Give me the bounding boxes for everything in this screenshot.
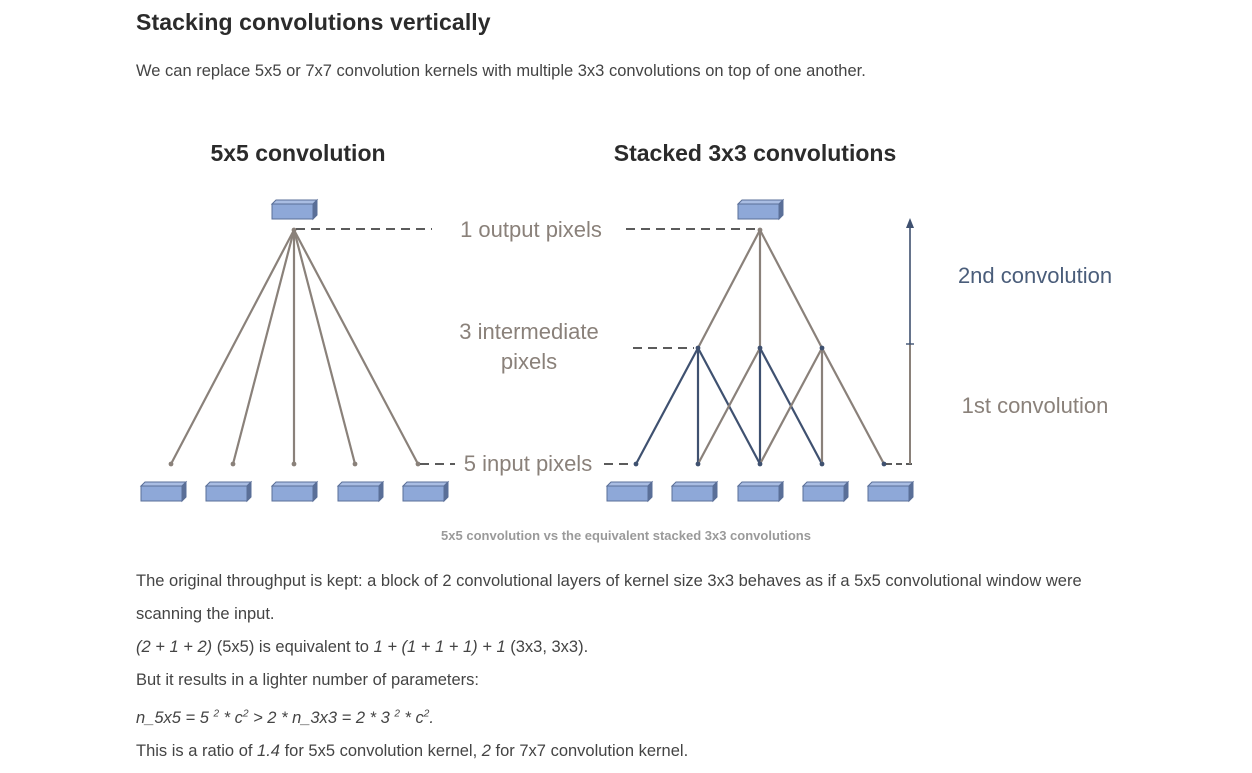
formula-exponent: 2	[213, 708, 220, 719]
formula-part: .	[429, 708, 434, 727]
input-node-dot	[352, 461, 358, 467]
input-node-dot	[415, 461, 421, 467]
input-node-dot	[757, 461, 763, 467]
intermediate-pixels-label-line1: 3 intermediate	[459, 319, 598, 344]
input-pixel-left	[204, 480, 253, 503]
paragraph-ratio: This is a ratio of 1.4 for 5x5 convoluti…	[136, 735, 1116, 768]
ratio-text-c: for 7x7 convolution kernel.	[490, 741, 689, 760]
intermediate-node-dot	[695, 345, 701, 351]
equivalence-text-a: (5x5) is equivalent to	[212, 638, 374, 656]
ratio-value-5x5: 1.4	[257, 741, 280, 760]
kernel-connection-line	[231, 229, 296, 465]
parameter-formula: n_5x5 = 5 2 * c2 > 2 * n_3x3 = 2 * 3 2 *…	[136, 697, 1116, 735]
formula-part: * c	[399, 708, 424, 727]
formula-part: > 2 * n_3x3 = 2 * 3	[248, 708, 395, 727]
input-pixel-left	[336, 480, 385, 503]
paragraph-throughput: The original throughput is kept: a block…	[136, 572, 1082, 623]
intro-paragraph: We can replace 5x5 or 7x7 convolution ke…	[136, 62, 866, 80]
section-title: Stacking convolutions vertically	[136, 9, 491, 35]
input-node-dot	[168, 461, 174, 467]
ratio-text-b: for 5x5 convolution kernel,	[279, 741, 482, 760]
output-pixel-right	[736, 198, 785, 221]
input-pixel-left	[270, 480, 319, 503]
convolution-diagram: 5x5 convolution Stacked 3x3 convolutions…	[139, 140, 1112, 503]
output-node-dot	[291, 227, 297, 233]
output-node-dot	[757, 227, 763, 233]
intermediate-node-dot	[757, 345, 763, 351]
output-pixels-label: 1 output pixels	[460, 217, 602, 242]
input-node-dot	[633, 461, 639, 467]
first-convolution-label: 1st convolution	[962, 393, 1109, 418]
formula-exponent: 2	[394, 708, 400, 719]
intermediate-node-dot	[819, 345, 825, 351]
formula-exponent: 2	[242, 708, 249, 719]
input-pixel-left	[401, 480, 450, 503]
input-pixel-left	[139, 480, 188, 503]
intermediate-pixels-label-line2: pixels	[501, 349, 557, 374]
second-conv-line	[759, 229, 823, 349]
ratio-value-7x7: 2	[481, 741, 491, 760]
equivalence-text-b: (3x3, 3x3).	[505, 638, 589, 656]
formula-part: n_5x5 = 5	[136, 708, 214, 727]
second-convolution-label: 2nd convolution	[958, 263, 1112, 288]
input-pixel-right	[801, 480, 850, 503]
paragraph-parameters: But it results in a lighter number of pa…	[136, 671, 479, 689]
left-diagram-title: 5x5 convolution	[210, 140, 385, 166]
input-pixel-right	[866, 480, 915, 503]
first-conv-line	[821, 347, 885, 465]
figure-caption: 5x5 convolution vs the equivalent stacke…	[441, 528, 811, 543]
input-pixel-right	[736, 480, 785, 503]
input-node-dot	[291, 461, 297, 467]
equivalence-5x5-expr: (2 + 1 + 2)	[136, 638, 213, 656]
paragraph-equivalence: (2 + 1 + 2) (5x5) is equivalent to 1 + (…	[136, 631, 1116, 664]
equivalence-3x3-expr: 1 + (1 + 1 + 1) + 1	[373, 638, 506, 656]
input-node-dot	[881, 461, 887, 467]
ratio-text-a: This is a ratio of	[136, 741, 258, 760]
formula-exponent: 2	[423, 708, 430, 719]
first-conv-line	[697, 347, 761, 465]
kernel-connection-line	[293, 229, 419, 465]
output-pixel-left	[270, 198, 319, 221]
first-conv-line	[759, 347, 823, 465]
kernel-connection-line	[170, 229, 295, 465]
formula-part: * c	[219, 708, 243, 727]
kernel-connection-line	[292, 229, 357, 465]
up-arrow-icon	[906, 218, 914, 228]
input-pixel-right	[605, 480, 654, 503]
input-node-dot	[230, 461, 236, 467]
explanation-text: The original throughput is kept: a block…	[136, 565, 1116, 768]
right-diagram-title: Stacked 3x3 convolutions	[614, 140, 896, 166]
second-conv-line	[697, 229, 761, 349]
first-conv-line	[635, 347, 699, 465]
input-node-dot	[695, 461, 701, 467]
input-pixel-right	[670, 480, 719, 503]
input-pixels-label: 5 input pixels	[464, 451, 592, 476]
input-node-dot	[819, 461, 825, 467]
formula: n_5x5 = 5 2 * c2 > 2 * n_3x3 = 2 * 3 2 *…	[136, 708, 434, 727]
